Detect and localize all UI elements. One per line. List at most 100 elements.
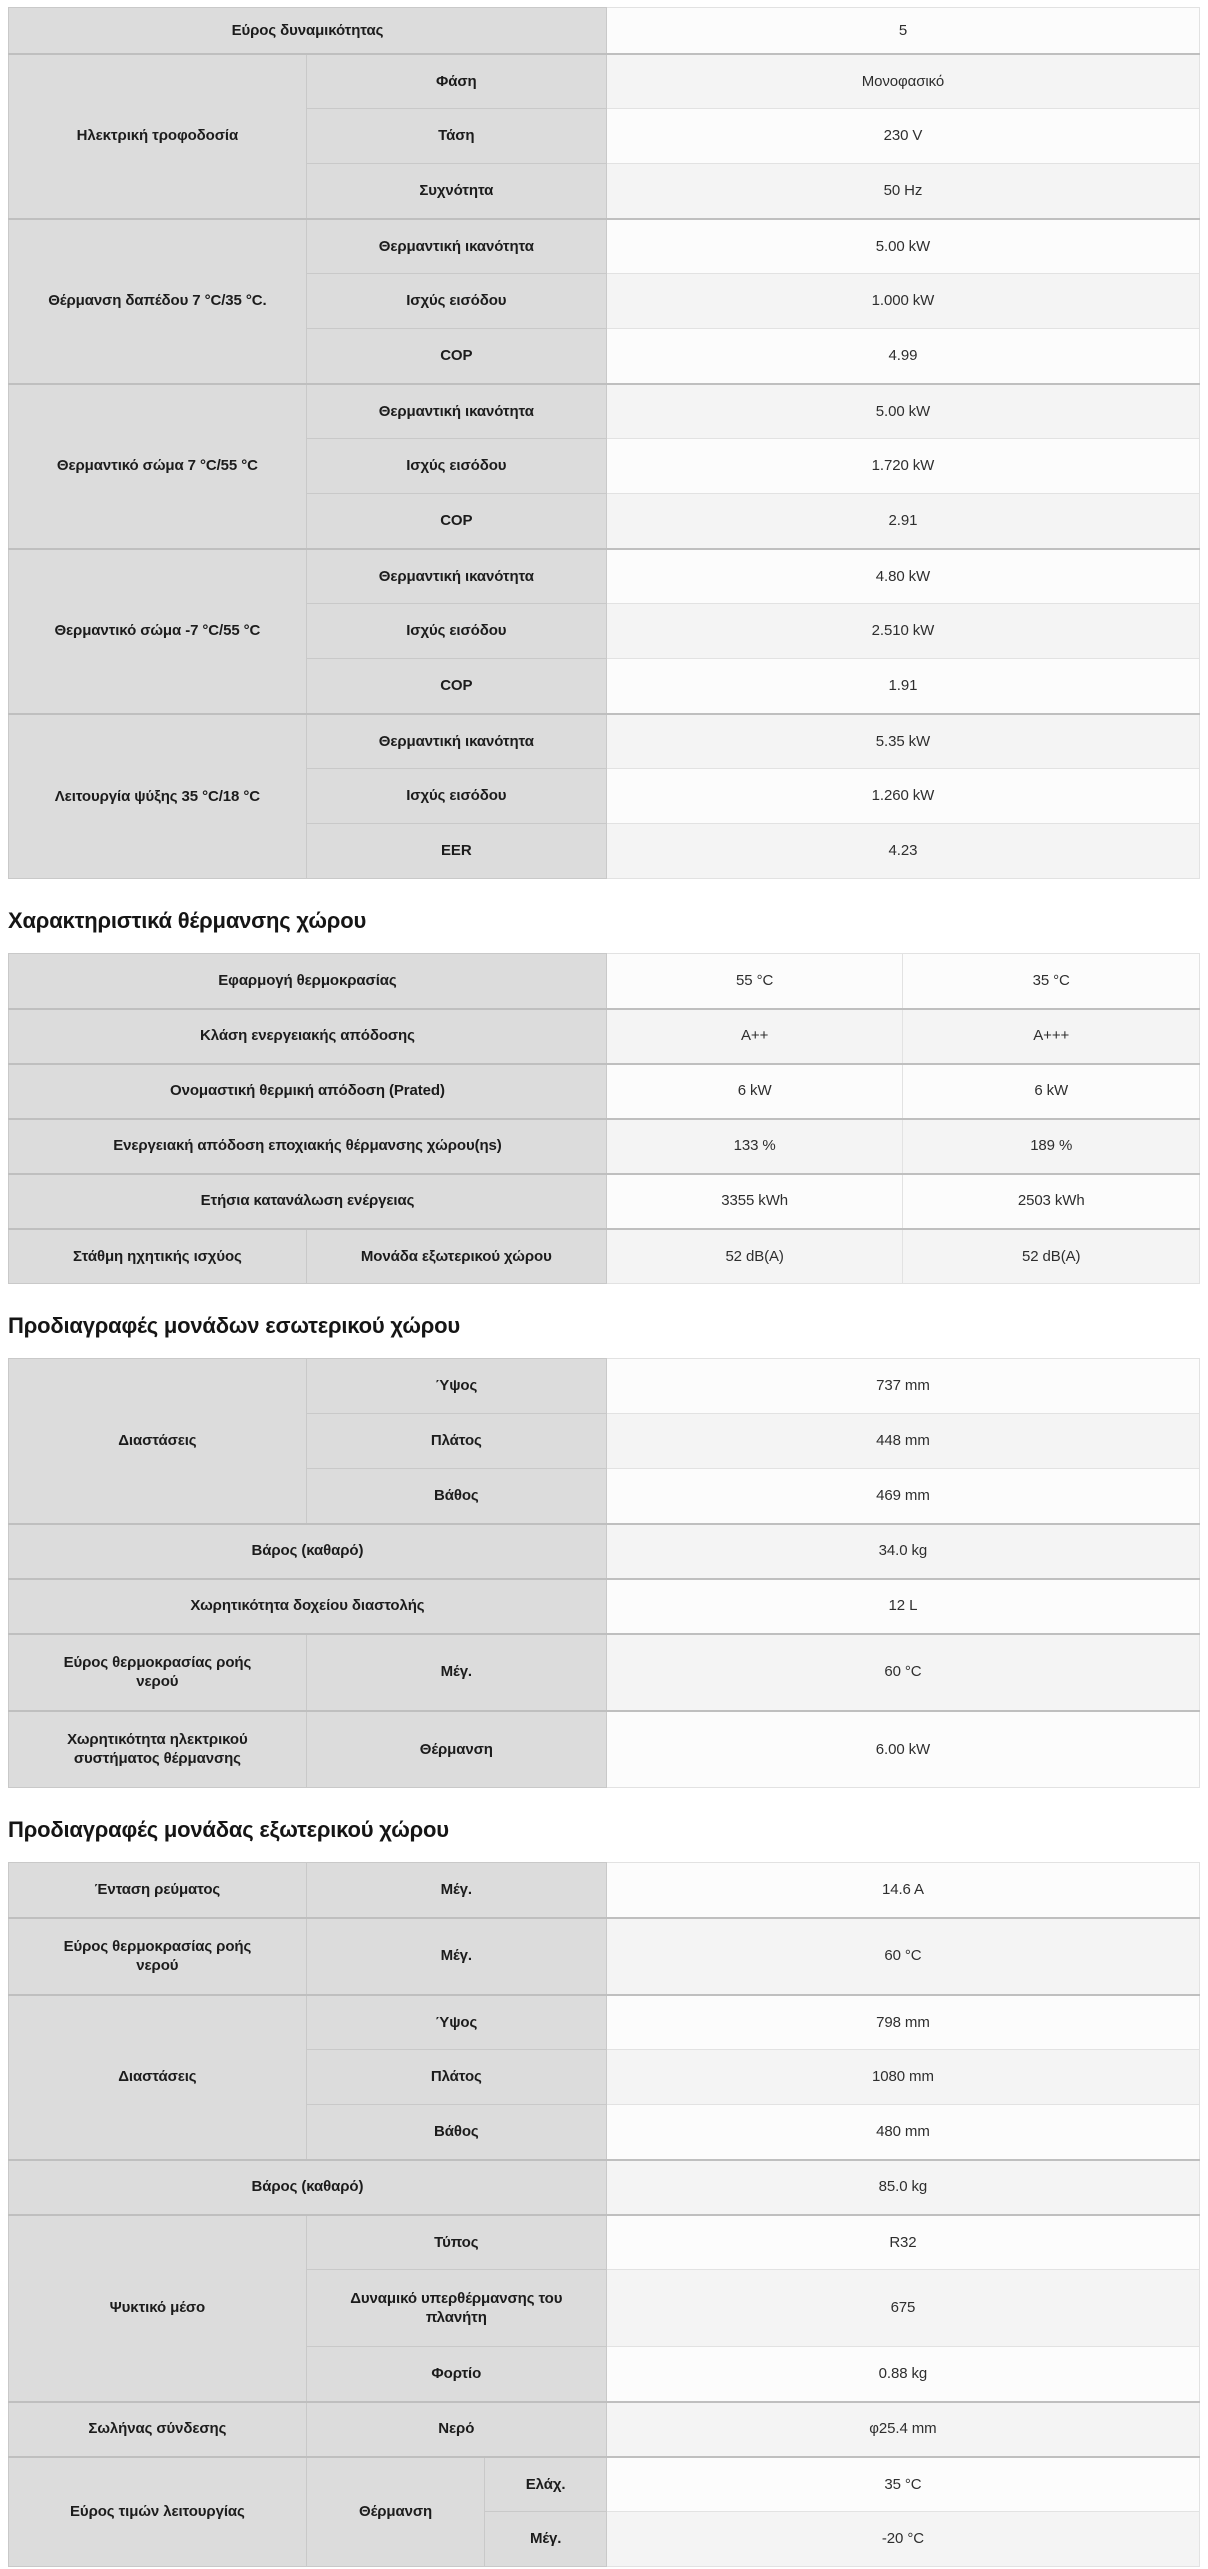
spec-label-cell: Ισχύς εισόδου	[305, 603, 607, 659]
table-row: Ηλεκτρική τροφοδοσία Φάση Μονοφασικό	[8, 52, 1201, 219]
table-row: Σωλήνας σύνδεσης Νερό φ25.4 mm	[8, 2400, 1201, 2457]
spec-label-cell: Ύψος	[305, 1993, 607, 2050]
spec-value-cell: -20 °C	[605, 2511, 1201, 2567]
spec-label-cell: Βάρος (καθαρό)	[8, 1522, 607, 1579]
spec-table: Εφαρμογή θερμοκρασίας 55 °C 35 °C Κλάση ενε…	[8, 953, 1200, 1284]
table-row: Μέγ. -20 °C	[9, 2511, 1201, 2567]
spec-label-cell: Φορτίο	[305, 2346, 607, 2402]
spec-value-cell: 35 °C	[605, 2455, 1201, 2512]
spec-label-cell: COP	[305, 493, 607, 549]
spec-label-cell: Μέγ.	[305, 1632, 607, 1711]
spec-label-cell: Νερό	[305, 2400, 607, 2457]
spec-label-cell: COP	[305, 328, 607, 384]
section-heading: Προδιαγραφές μονάδας εξωτερικού χώρου	[8, 1817, 449, 1842]
spec-label-cell: Χωρητικότητα δοχείου διαστολής	[8, 1577, 607, 1634]
table-row: Ισχύς εισόδου 1.260 kW	[9, 768, 1201, 824]
spec-value-cell: 50 Hz	[605, 163, 1201, 219]
spec-label-cell: Θερμαντική ικανότητα	[305, 382, 607, 439]
table-row: Βάθος 469 mm	[9, 1468, 1201, 1524]
table-row: Στάθμη ηχητικής ισχύος Μονάδα εξωτερικού …	[8, 1227, 1200, 1284]
spec-label-cell: Μονάδα εξωτερικού χώρου	[305, 1227, 607, 1284]
table-row: Χωρητικότητα δοχείου διαστολής 12 L	[8, 1577, 1201, 1634]
spec-label-cell: Ελάχ.	[484, 2455, 607, 2512]
table-row: Εύρος θερμοκρασίας ροής νερού Μέγ. 60 °C	[8, 1916, 1201, 1995]
spec-label-cell: Πλάτος	[305, 1413, 607, 1469]
spec-value-cell: 4.80 kW	[605, 547, 1201, 604]
table-row: Βάρος (καθαρό) 85.0 kg	[8, 2158, 1201, 2215]
spec-label-cell: Εύρος δυναμικότητας	[8, 7, 607, 54]
spec-value-cell: 1.91	[605, 658, 1201, 714]
table-row: Εύρος θερμοκρασίας ροής νερού Μέγ. 60 °C	[8, 1632, 1201, 1711]
spec-value-cell: 85.0 kg	[605, 2158, 1201, 2215]
spec-label-cell: Θέρμανση δαπέδου 7 °C/35 °C.	[8, 217, 307, 384]
spec-value-cell: 1.720 kW	[605, 438, 1201, 494]
table-row: Συχνότητα 50 Hz	[9, 163, 1201, 219]
sections-root: Εύρος δυναμικότητας 5 Ηλεκτρική τροφοδοσία…	[8, 7, 1201, 2567]
spec-label-cell: Θερμαντική ικανότητα	[305, 712, 607, 769]
spec-label-cell: Τάση	[305, 108, 607, 164]
spec-label-cell: Διαστάσεις	[8, 1993, 307, 2160]
table-row: COP 2.91	[9, 493, 1201, 549]
table-row: Εφαρμογή θερμοκρασίας 55 °C 35 °C	[8, 953, 1200, 1009]
spec-label-cell: Στάθμη ηχητικής ισχύος	[8, 1227, 307, 1284]
section-heading: Προδιαγραφές μονάδων εσωτερικού χώρου	[8, 1313, 461, 1338]
spec-value-cell: 2503 kWh	[902, 1172, 1200, 1229]
table-row: Διαστάσεις Ύψος 798 mm	[8, 1993, 1201, 2160]
spec-value-cell: φ25.4 mm	[605, 2400, 1201, 2457]
table-row: Δυναμικό υπερθέρμανσης του πλανήτη 675	[9, 2269, 1201, 2347]
spec-label-cell: Μέγ.	[305, 1916, 607, 1995]
spec-label-cell: Τύπος	[305, 2213, 607, 2270]
table-row: EER 4.23	[9, 823, 1201, 879]
spec-label-cell: Εφαρμογή θερμοκρασίας	[8, 953, 607, 1009]
spec-value-cell: 12 L	[605, 1577, 1201, 1634]
spec-label-cell: Ετήσια κατανάλωση ενέργειας	[8, 1172, 607, 1229]
spec-value-cell: 2.510 kW	[605, 603, 1201, 659]
spec-value-cell: 1.260 kW	[605, 768, 1201, 824]
spec-table: Ένταση ρεύματος Μέγ. 14.6 A Εύρος θερμοκρασ…	[8, 1862, 1201, 2567]
table-row: Θερμαντικό σώμα 7 °C/55 °C Θερμαντική ικα…	[8, 382, 1201, 549]
spec-value-cell: 0.88 kg	[605, 2346, 1201, 2402]
spec-value-cell: A+++	[902, 1007, 1200, 1064]
spec-value-cell: 35 °C	[902, 953, 1200, 1009]
spec-value-cell: 60 °C	[605, 1916, 1201, 1995]
table-row: Θέρμανση δαπέδου 7 °C/35 °C. Θερμαντική ι…	[8, 217, 1201, 384]
spec-value-cell: 60 °C	[605, 1632, 1201, 1711]
table-row: Φορτίο 0.88 kg	[9, 2346, 1201, 2402]
table-row: Διαστάσεις Ύψος 737 mm	[8, 1358, 1201, 1524]
spec-label-cell: Θερμαντική ικανότητα	[305, 547, 607, 604]
spec-label-cell: Ισχύς εισόδου	[305, 273, 607, 329]
spec-label-cell: Θέρμανση	[305, 2455, 486, 2567]
spec-table: Διαστάσεις Ύψος 737 mm Πλάτος 448 mm Βάθος 469…	[8, 1358, 1201, 1788]
table-row: Εύρος δυναμικότητας 5	[8, 7, 1201, 54]
table-row: Τάση 230 V	[9, 108, 1201, 164]
spec-value-cell: 3355 kWh	[605, 1172, 904, 1229]
table-row: Εύρος τιμών λειτουργίας Θέρμανση Ελάχ. 35 °…	[8, 2455, 1201, 2567]
spec-label-cell: Θέρμανση	[305, 1709, 607, 1788]
table-row: Ένταση ρεύματος Μέγ. 14.6 A	[8, 1862, 1201, 1918]
spec-value-cell: 133 %	[605, 1117, 904, 1174]
spec-label-cell: Ονομαστική θερμική απόδοση (Prated)	[8, 1062, 607, 1119]
spec-label-cell: Ένταση ρεύματος	[8, 1862, 307, 1918]
spec-label-cell: Βάθος	[305, 1468, 607, 1524]
spec-label-cell: Μέγ.	[484, 2511, 607, 2567]
table-row: Βάρος (καθαρό) 34.0 kg	[8, 1522, 1201, 1579]
spec-label-cell: Θερμαντική ικανότητα	[305, 217, 607, 274]
table-row: Πλάτος 1080 mm	[9, 2049, 1201, 2105]
spec-label-cell: Θερμαντικό σώμα -7 °C/55 °C	[8, 547, 307, 714]
spec-value-cell: 6 kW	[605, 1062, 904, 1119]
spec-label-cell: Λειτουργία ψύξης 35 °C/18 °C	[8, 712, 307, 879]
spec-label-cell: Μέγ.	[305, 1862, 607, 1918]
spec-label-cell: Θερμαντικό σώμα 7 °C/55 °C	[8, 382, 307, 549]
spec-label-cell: Φάση	[305, 52, 607, 109]
spec-value-cell: 4.23	[605, 823, 1201, 879]
spec-label-cell: Ενεργειακή απόδοση εποχιακής θέρμανσης χ…	[8, 1117, 607, 1174]
spec-value-cell: 469 mm	[605, 1468, 1201, 1524]
table-row: Βάθος 480 mm	[9, 2104, 1201, 2160]
spec-value-cell: 675	[605, 2269, 1201, 2347]
spec-label-cell: Ψυκτικό μέσο	[8, 2213, 307, 2402]
spec-label-cell: Ηλεκτρική τροφοδοσία	[8, 52, 307, 219]
table-row: Ισχύς εισόδου 1.720 kW	[9, 438, 1201, 494]
spec-value-cell: 798 mm	[605, 1993, 1201, 2050]
spec-value-cell: 6 kW	[902, 1062, 1200, 1119]
